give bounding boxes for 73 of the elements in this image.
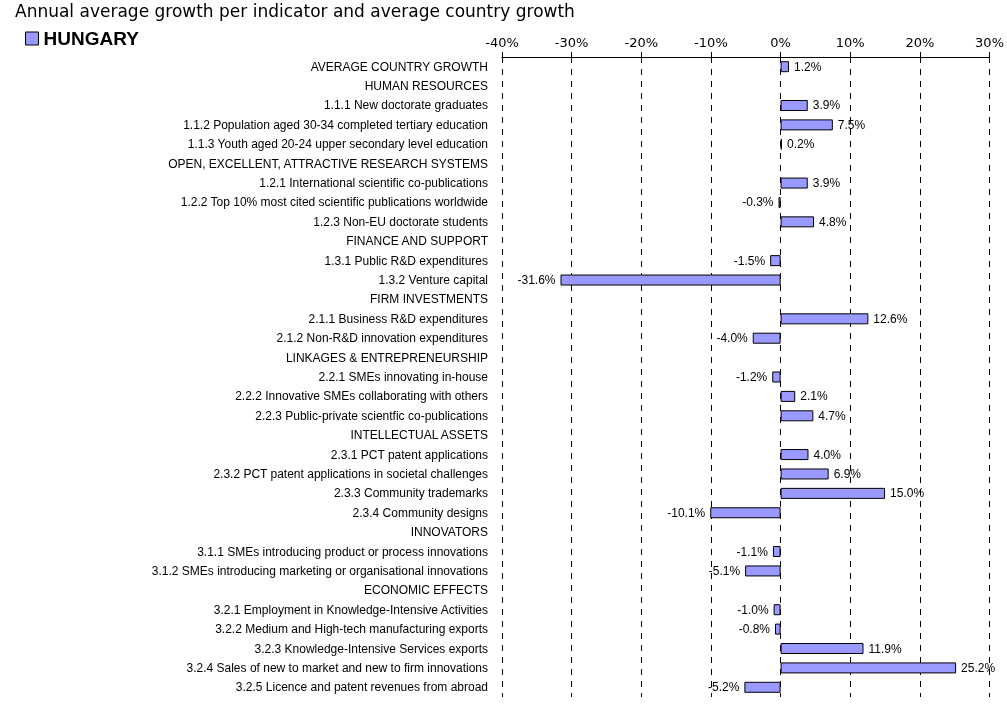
y-tick-label: 1.3.2 Venture capital xyxy=(378,273,488,288)
data-label: -4.0% xyxy=(716,331,749,346)
data-label: -1.5% xyxy=(733,253,766,268)
x-tick-label: 30% xyxy=(975,35,1005,50)
y-tick-label: 2.3.2 PCT patent applications in societal challenges xyxy=(213,466,488,481)
bar xyxy=(780,487,886,499)
data-label: 4.8% xyxy=(819,214,847,229)
y-tick-label: 3.2.4 Sales of new to market and new to firm innovations xyxy=(186,660,488,675)
data-label: -1.0% xyxy=(737,602,769,617)
data-label: 1.2% xyxy=(793,59,822,74)
text: Annual average growth per indicator and average country growth xyxy=(15,0,575,21)
y-tick-label: 1.2.3 Non-EU doctorate students xyxy=(313,214,488,229)
y-tick-label: 1.3.1 Public R&D expenditures xyxy=(324,253,488,268)
y-tick-label: AVERAGE COUNTRY GROWTH xyxy=(310,59,488,74)
y-tick-label: ECONOMIC EFFECTS xyxy=(363,583,488,598)
data-label: 15.0% xyxy=(890,486,925,501)
data-label: 2.1% xyxy=(800,389,828,404)
bar xyxy=(780,643,864,655)
data-label: 0.2% xyxy=(786,137,815,152)
y-tick-label: 1.2.1 International scientific co-publications xyxy=(259,176,488,191)
y-tick-label: INNOVATORS xyxy=(410,525,488,540)
y-tick-label: LINKAGES & ENTREPRENEURSHIP xyxy=(285,350,488,365)
y-tick-label: 2.1.2 Non-R&D innovation expenditures xyxy=(276,331,488,346)
x-tick-label: 20% xyxy=(905,35,935,50)
x-tick-label: -20% xyxy=(624,35,659,50)
y-tick-label: 3.1.2 SMEs introducing marketing or organisational innovations xyxy=(151,563,488,578)
x-tick-label: -30% xyxy=(554,35,589,50)
y-tick-label: 3.2.2 Medium and High-tech manufacturing exports xyxy=(215,622,488,637)
data-label: -1.2% xyxy=(735,370,768,384)
bar xyxy=(780,449,809,461)
y-tick-label: 3.2.5 Licence and patent revenues from abroad xyxy=(235,680,488,695)
data-label: 4.7% xyxy=(818,408,847,423)
y-tick-label: FINANCE AND SUPPORT xyxy=(346,234,489,249)
x-tick-label: -40% xyxy=(485,35,519,50)
data-label: 6.9% xyxy=(833,466,862,481)
y-tick-label: 2.3.3 Community trademarks xyxy=(333,486,488,501)
data-label: -1.1% xyxy=(736,544,769,559)
data-label: 3.9% xyxy=(812,98,841,113)
y-tick-label: 2.3.1 PCT patent applications xyxy=(330,447,488,462)
y-tick-label: FIRM INVESTMENTS xyxy=(369,292,488,307)
y-tick-label: 1.1.3 Youth aged 20-24 upper secondary level education xyxy=(187,137,488,152)
y-tick-label: 2.3.4 Community designs xyxy=(352,505,488,520)
data-label: 3.9% xyxy=(812,176,841,191)
y-tick-label: 2.1.1 Business R&D expenditures xyxy=(308,311,488,326)
data-label: -5.2% xyxy=(708,680,740,695)
y-tick-label: 2.2.1 SMEs innovating in-house xyxy=(318,370,489,384)
data-label: -5.1% xyxy=(708,563,741,578)
data-label: 11.9% xyxy=(868,641,902,656)
y-tick-label: 1.2.2 Top 10% most cited scientific publications worldwide xyxy=(180,195,489,210)
y-tick-label: 1.1.1 New doctorate graduates xyxy=(323,98,488,113)
legend-label: HUNGARY xyxy=(43,28,140,49)
data-label: -10.1% xyxy=(667,505,706,520)
data-label: -0.3% xyxy=(742,195,774,210)
data-label: 7.5% xyxy=(837,117,866,132)
bar xyxy=(780,390,796,402)
data-label: -0.8% xyxy=(738,622,771,637)
y-tick-label: 1.1.2 Population aged 30-34 completed tertiary education xyxy=(183,117,488,132)
y-tick-label: 3.1.1 SMEs introducing product or process innovations xyxy=(197,544,488,559)
y-tick-label: HUMAN RESOURCES xyxy=(364,79,488,94)
data-label: 25.2% xyxy=(961,660,996,675)
data-label: -31.6% xyxy=(517,273,556,288)
data-label: 12.6% xyxy=(873,311,908,326)
bar xyxy=(772,546,781,558)
y-tick-label: 3.2.3 Knowledge-Intensive Services exports xyxy=(254,641,488,656)
y-tick-label: 3.2.1 Employment in Knowledge-Intensive Activities xyxy=(213,602,488,617)
data-label: 4.0% xyxy=(813,447,842,462)
x-tick-label: 10% xyxy=(835,35,865,50)
y-tick-label: 2.2.2 Innovative SMEs collaborating with others xyxy=(235,389,488,404)
x-tick-label: 0% xyxy=(770,35,791,50)
y-tick-label: 2.2.3 Public-private scientfic co-publications xyxy=(255,408,488,423)
y-tick-label: OPEN, EXCELLENT, ATTRACTIVE RESEARCH SYSTEMS xyxy=(168,156,488,171)
x-tick-label: -10% xyxy=(694,35,728,50)
y-tick-label: INTELLECTUAL ASSETS xyxy=(350,428,488,443)
